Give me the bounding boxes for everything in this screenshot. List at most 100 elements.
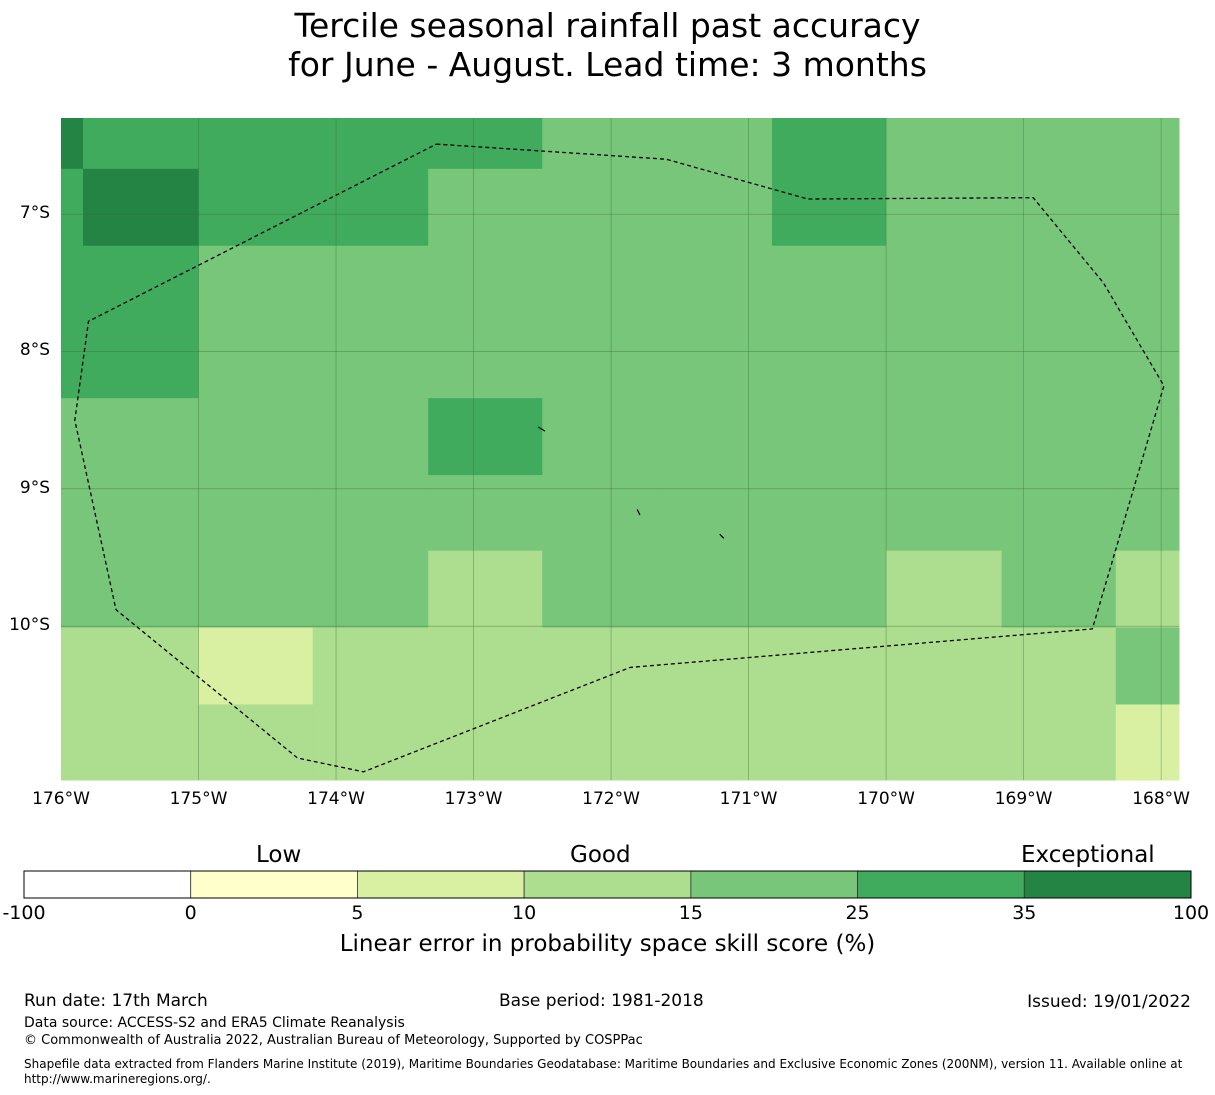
skill-cell <box>428 245 543 399</box>
island-outline <box>537 426 546 432</box>
skill-cell <box>428 550 543 629</box>
colorbar-frame <box>23 870 1192 899</box>
skill-cell <box>771 475 887 552</box>
skill-cell <box>657 475 773 552</box>
skill-cell <box>61 118 84 170</box>
skill-cell <box>886 118 1003 170</box>
colorbar-segment <box>23 870 192 899</box>
skill-cell <box>198 398 314 476</box>
shapefile-credit: Shapefile data extracted from Flanders M… <box>24 1057 1183 1086</box>
skill-cell <box>312 245 429 399</box>
skill-cell <box>1001 398 1117 476</box>
latitude-label: 8°S <box>19 340 50 361</box>
base-period: Base period: 1981-2018 <box>499 991 704 1011</box>
skill-cell <box>886 475 1003 552</box>
skill-cell <box>886 245 1003 399</box>
skill-cell <box>312 475 429 552</box>
skill-cell <box>428 398 543 476</box>
data-source: Data source: ACCESS-S2 and ERA5 Climate … <box>24 1015 405 1031</box>
skill-cell <box>657 627 773 705</box>
skill-cell <box>428 475 543 552</box>
skill-cell <box>771 398 887 476</box>
latitude-label: 7°S <box>19 203 50 224</box>
colorbar-label: Linear error in probability space skill … <box>339 931 876 957</box>
longitude-label: 168°W <box>1132 789 1190 809</box>
skill-cell <box>83 550 200 629</box>
copyright: © Commonwealth of Australia 2022, Austra… <box>24 1033 643 1048</box>
skill-cell <box>61 398 84 476</box>
title-line-2: for June - August. Lead time: 3 months <box>288 45 927 84</box>
skill-cell <box>61 245 84 399</box>
skill-cell <box>657 168 773 247</box>
longitude-label: 172°W <box>582 789 640 809</box>
skill-cell <box>198 245 314 399</box>
skill-cell <box>1001 118 1117 170</box>
colorbar-tick-label: 10 <box>512 902 537 924</box>
eez-boundary-line <box>74 143 1165 773</box>
longitude-label: 176°W <box>32 789 90 809</box>
skill-cell <box>771 168 887 247</box>
skill-cell <box>428 627 543 705</box>
skill-cell <box>428 168 543 247</box>
longitude-label: 170°W <box>857 789 915 809</box>
skill-cell <box>1115 475 1180 552</box>
colorbar-segment <box>857 870 1025 899</box>
colorbar-segment <box>690 870 858 899</box>
skill-cell <box>771 704 887 781</box>
skill-cell <box>198 627 314 705</box>
colorbar-segment <box>1023 870 1192 899</box>
colorbar-tick-label: 35 <box>1012 902 1037 924</box>
colorbar-tick-label: 100 <box>1172 902 1210 924</box>
skill-cell <box>1115 627 1180 705</box>
skill-cell <box>83 118 200 170</box>
skill-cell <box>83 704 200 781</box>
skill-cell <box>312 398 429 476</box>
skill-cell <box>657 118 773 170</box>
skill-cell <box>1115 398 1180 476</box>
skill-cell <box>198 550 314 629</box>
skill-cell <box>542 245 659 399</box>
skill-cell <box>886 398 1003 476</box>
skill-cell <box>61 475 84 552</box>
island-outline <box>719 533 725 539</box>
colorbar-tick-label: 0 <box>184 902 197 924</box>
skill-cell <box>1115 168 1180 247</box>
skill-cell <box>542 627 659 705</box>
skill-cell <box>1001 627 1117 705</box>
skill-cell <box>83 627 200 705</box>
eez-boundary <box>74 143 1165 773</box>
skill-cell <box>61 168 84 247</box>
skill-cell <box>61 704 84 781</box>
skill-cell <box>1001 704 1117 781</box>
skill-cell <box>83 168 200 247</box>
skill-cell <box>83 398 200 476</box>
skill-cell <box>771 118 887 170</box>
skill-cell <box>1115 704 1180 781</box>
longitude-label: 171°W <box>719 789 778 809</box>
skill-cell <box>1001 245 1117 399</box>
skill-cell <box>312 627 429 705</box>
longitude-label: 169°W <box>994 789 1053 809</box>
skill-cell <box>657 398 773 476</box>
skill-cell <box>1115 245 1180 399</box>
skill-cell <box>83 245 200 399</box>
skill-cell <box>542 168 659 247</box>
skill-grid-cells <box>61 118 1180 781</box>
skill-cell <box>542 475 659 552</box>
skill-cell <box>198 118 314 170</box>
colorbar <box>23 870 1192 899</box>
skill-cell <box>771 550 887 629</box>
run-date: Run date: 17th March <box>24 991 208 1011</box>
skill-cell <box>886 168 1003 247</box>
skill-cell <box>1001 550 1117 629</box>
skill-cell <box>542 398 659 476</box>
skill-cell <box>198 704 314 781</box>
skill-cell <box>1001 168 1117 247</box>
skill-cell <box>312 168 429 247</box>
island-outline <box>636 509 641 516</box>
colorbar-segment <box>190 870 358 899</box>
colorbar-word-good: Good <box>570 842 631 868</box>
colorbar-word-low: Low <box>256 842 302 868</box>
skill-cell <box>771 627 887 705</box>
skill-cell <box>657 550 773 629</box>
